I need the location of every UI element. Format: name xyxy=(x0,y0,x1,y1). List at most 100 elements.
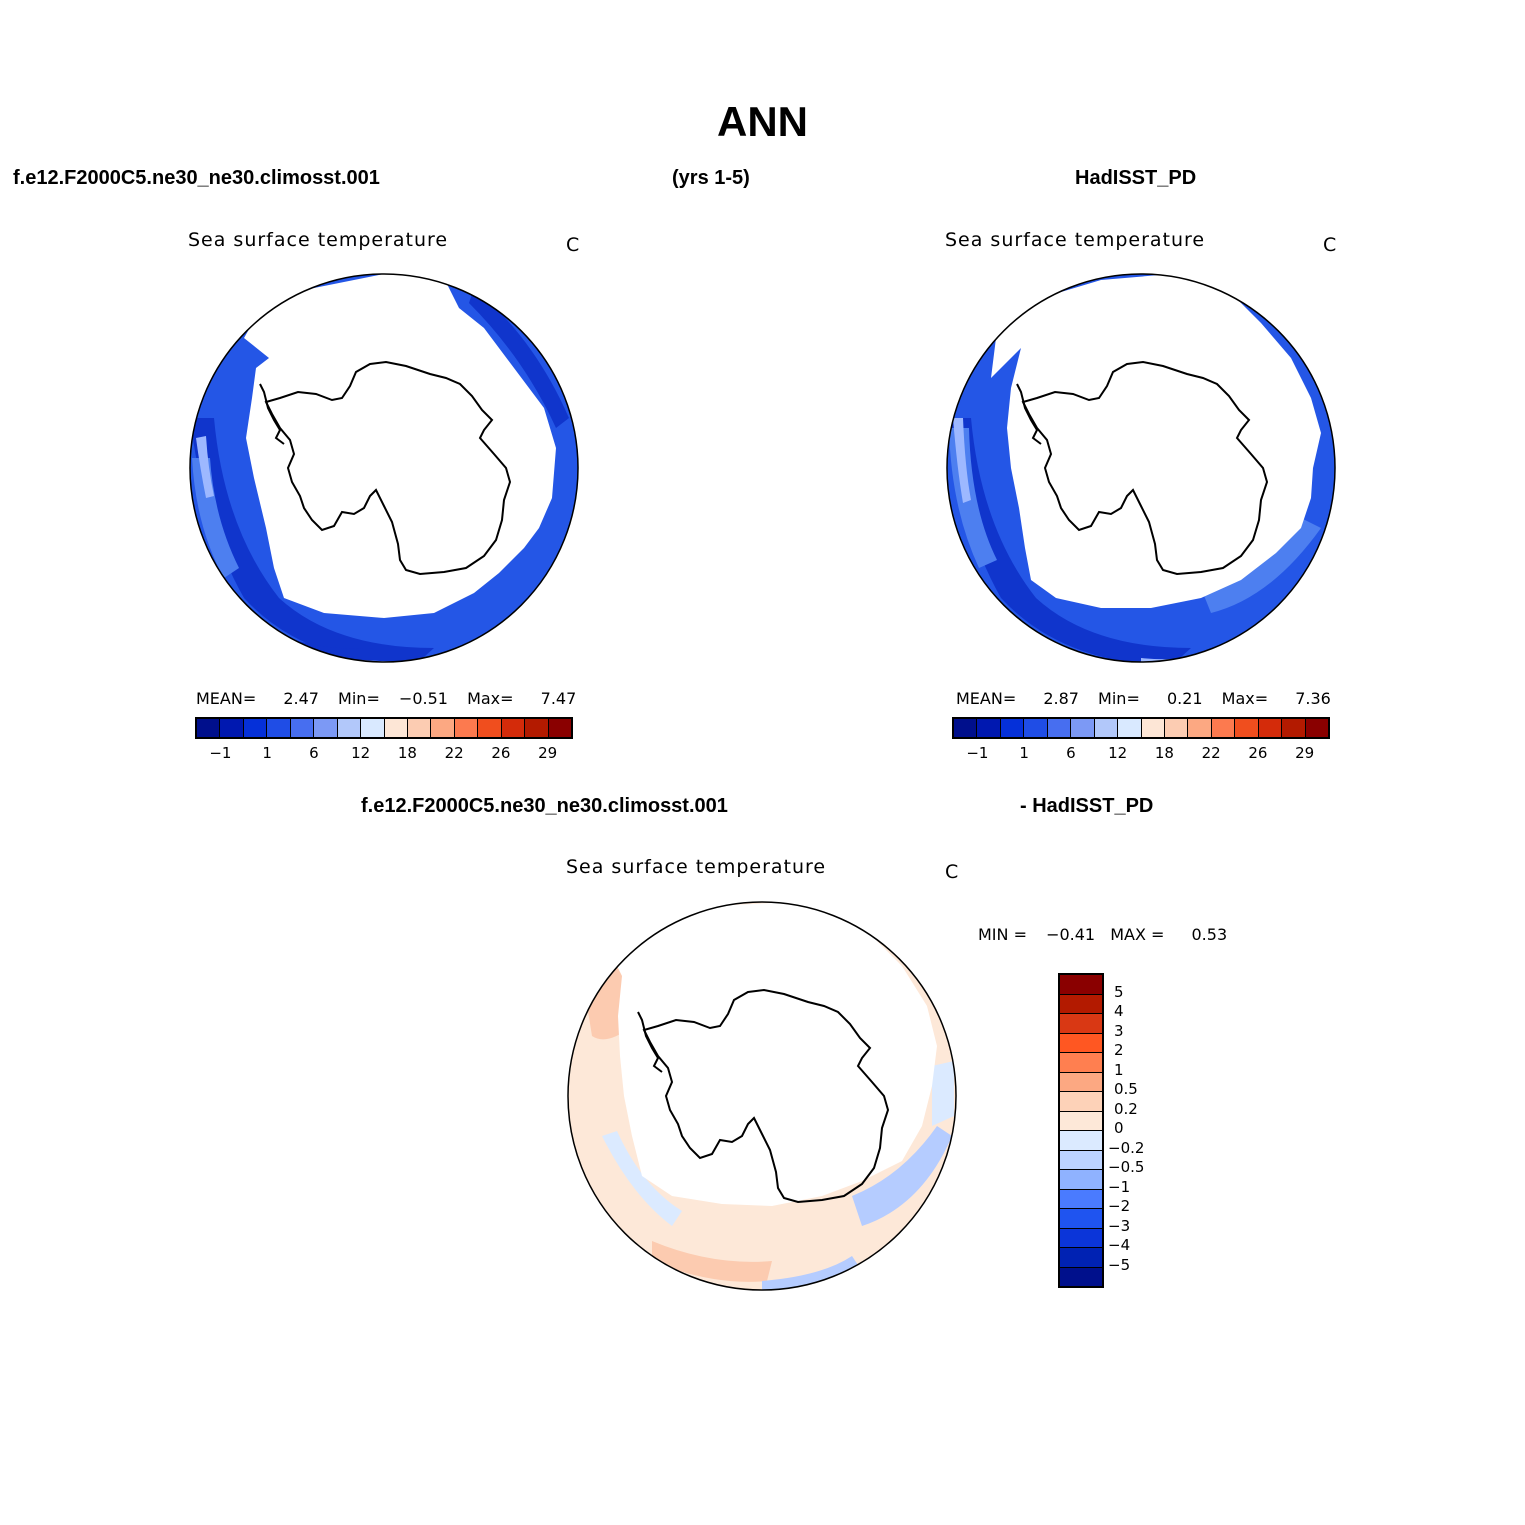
colorbar-tick-label: 22 xyxy=(1201,744,1221,762)
colorbar-tick-label: 12 xyxy=(1108,744,1128,762)
colorbar-swatch xyxy=(1282,719,1306,737)
obs-name-header: HadISST_PD xyxy=(1075,167,1197,189)
colorbar-swatch xyxy=(1188,719,1212,737)
panel1-stats: MEAN= 2.47 Min= −0.51 Max= 7.47 xyxy=(196,689,576,708)
panel2-title: Sea surface temperature xyxy=(945,229,1206,251)
colorbar-swatch xyxy=(501,719,526,737)
colorbar-tick-label: 1 xyxy=(1114,1060,1124,1079)
colorbar-swatch xyxy=(1060,1248,1102,1268)
colorbar-swatch xyxy=(1060,1150,1102,1170)
colorbar-swatch xyxy=(1141,719,1165,737)
panel1-mean-label: MEAN= xyxy=(196,689,257,708)
colorbar-swatch xyxy=(525,719,549,737)
colorbar-swatch xyxy=(1235,719,1259,737)
panel2-colorbar xyxy=(952,717,1330,739)
panel3-units: C xyxy=(945,861,959,883)
colorbar-swatch xyxy=(431,719,455,737)
colorbar-swatch xyxy=(1060,1072,1102,1092)
colorbar-swatch xyxy=(243,719,268,737)
colorbar-tick-label: −0.2 xyxy=(1108,1138,1145,1157)
colorbar-tick-label: −1 xyxy=(209,744,232,762)
colorbar-swatch xyxy=(267,719,291,737)
colorbar-swatch xyxy=(478,719,502,737)
panel3-min-label: MIN = xyxy=(978,925,1027,944)
colorbar-tick-label: 22 xyxy=(444,744,464,762)
colorbar-swatch xyxy=(548,719,571,737)
panel1-max-label: Max= xyxy=(467,689,514,708)
panel2-colorbar-labels: −1 1 6 12 18 22 26 29 xyxy=(952,744,1330,764)
diff-header-right: - HadISST_PD xyxy=(1020,795,1154,817)
colorbar-tick-label: 6 xyxy=(1066,744,1076,762)
panel2-min-value: 0.21 xyxy=(1166,689,1203,708)
main-title: ANN xyxy=(717,98,808,145)
colorbar-tick-label: 29 xyxy=(538,744,558,762)
colorbar-swatch xyxy=(361,719,385,737)
panel2-stats: MEAN= 2.87 Min= 0.21 Max= 7.36 xyxy=(956,689,1331,708)
colorbar-swatch xyxy=(1047,719,1072,737)
colorbar-swatch xyxy=(337,719,362,737)
colorbar-tick-label: 1 xyxy=(1019,744,1029,762)
panel1-units: C xyxy=(566,234,580,256)
colorbar-swatch xyxy=(1071,719,1095,737)
colorbar-swatch xyxy=(314,719,338,737)
colorbar-tick-label: −3 xyxy=(1108,1216,1131,1235)
panel1-peninsula-outline xyxy=(259,383,285,445)
panel2-mean-value: 2.87 xyxy=(1043,689,1079,708)
case-name-header: f.e12.F2000C5.ne30_ne30.climosst.001 xyxy=(13,167,380,189)
colorbar-tick-label: 6 xyxy=(309,744,319,762)
colorbar-swatch xyxy=(220,719,244,737)
panel3-map xyxy=(567,901,957,1291)
panel3-title: Sea surface temperature xyxy=(566,856,827,878)
panel1-min-value: −0.51 xyxy=(398,689,448,708)
colorbar-swatch xyxy=(1060,1189,1102,1209)
panel3-stats: MIN = −0.41 MAX = 0.53 xyxy=(978,925,1227,944)
colorbar-swatch xyxy=(1060,994,1102,1014)
colorbar-swatch xyxy=(1118,719,1142,737)
panel3-min-value: −0.41 xyxy=(1046,925,1096,944)
colorbar-swatch xyxy=(1060,1228,1102,1248)
colorbar-swatch xyxy=(1060,1267,1102,1286)
panel1-title: Sea surface temperature xyxy=(188,229,449,251)
colorbar-tick-label: 26 xyxy=(491,744,511,762)
colorbar-swatch xyxy=(290,719,315,737)
panel1-colorbar xyxy=(195,717,573,739)
panel2-ocean-field xyxy=(947,274,1335,662)
colorbar-tick-label: −4 xyxy=(1108,1236,1131,1254)
panel3-peninsula-outline xyxy=(637,1011,663,1073)
colorbar-swatch xyxy=(1000,719,1025,737)
colorbar-tick-label: −1 xyxy=(966,744,989,762)
panel1-map xyxy=(189,273,579,663)
panel1-ocean-field xyxy=(190,274,578,662)
colorbar-tick-label: 1 xyxy=(262,744,272,762)
panel1-map-boundary xyxy=(189,273,579,663)
panel2-units: C xyxy=(1323,234,1337,256)
colorbar-tick-label: 4 xyxy=(1114,1002,1124,1020)
colorbar-tick-label: 2 xyxy=(1114,1041,1124,1059)
colorbar-swatch xyxy=(1060,1131,1102,1151)
colorbar-swatch xyxy=(954,719,978,737)
colorbar-swatch xyxy=(407,719,432,737)
panel1-min-label: Min= xyxy=(338,689,380,708)
colorbar-swatch xyxy=(1060,1014,1102,1034)
colorbar-swatch xyxy=(1258,719,1283,737)
colorbar-tick-label: −2 xyxy=(1108,1197,1131,1215)
panel3-diff-field xyxy=(568,902,956,1290)
panel2-min-label: Min= xyxy=(1098,689,1140,708)
panel3-max-value: 0.53 xyxy=(1191,925,1228,944)
colorbar-swatch xyxy=(1060,1053,1102,1073)
colorbar-swatch xyxy=(1060,1170,1102,1190)
colorbar-tick-label: 26 xyxy=(1248,744,1268,762)
diff-header-left: f.e12.F2000C5.ne30_ne30.climosst.001 xyxy=(361,795,728,817)
colorbar-tick-label: 29 xyxy=(1295,744,1315,762)
colorbar-swatch xyxy=(1211,719,1236,737)
panel3-colorbar xyxy=(1058,973,1104,1288)
colorbar-swatch xyxy=(197,719,221,737)
colorbar-tick-label: 0.5 xyxy=(1114,1080,1138,1098)
panel3-colorbar-labels: 5 4 3 2 1 0.5 0.2 0 −0.2 −0.5 −1 −2 −3 −4 −5 xyxy=(1108,973,1168,1289)
colorbar-tick-label: −1 xyxy=(1108,1177,1131,1196)
years-header: (yrs 1-5) xyxy=(672,167,750,189)
colorbar-swatch xyxy=(1060,975,1102,995)
colorbar-tick-label: 3 xyxy=(1114,1021,1124,1040)
panel2-mean-label: MEAN= xyxy=(956,689,1017,708)
panel1-max-value: 7.47 xyxy=(540,689,577,708)
